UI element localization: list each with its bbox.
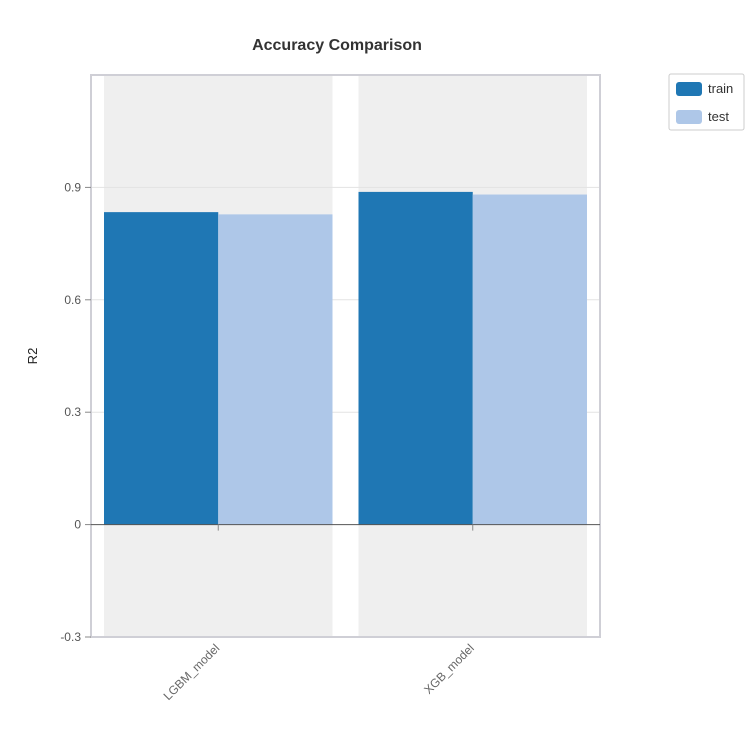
bars [104, 191, 587, 525]
bar-train-LGBM_model[interactable] [104, 212, 219, 525]
plot-frame [90, 74, 601, 638]
y-tick-label: 0 [74, 518, 81, 532]
y-tick-label: -0.3 [60, 630, 81, 644]
chart-title: Accuracy Comparison [252, 37, 422, 54]
legend-label-test[interactable]: test [708, 109, 729, 124]
legend-label-train[interactable]: train [708, 81, 733, 96]
y-tick-label: 0.6 [64, 293, 81, 307]
y-axis-ticks: -0.3 0 0.3 0.6 0.9 [60, 180, 91, 644]
y-axis-title: R2 [25, 348, 40, 365]
y-tick-label: 0.9 [64, 180, 81, 194]
bar-test-LGBM_model[interactable] [218, 214, 333, 525]
axes [90, 74, 601, 638]
bar-train-XGB_model[interactable] [358, 191, 473, 525]
bar-test-XGB_model[interactable] [472, 194, 587, 525]
x-tick-label: LGBM_model [161, 641, 223, 703]
legend: train test [668, 73, 745, 131]
y-tick-label: 0.3 [64, 405, 81, 419]
legend-swatch-train[interactable] [676, 82, 702, 96]
legend-swatch-test[interactable] [676, 110, 702, 124]
x-tick-label: XGB_model [421, 641, 477, 697]
